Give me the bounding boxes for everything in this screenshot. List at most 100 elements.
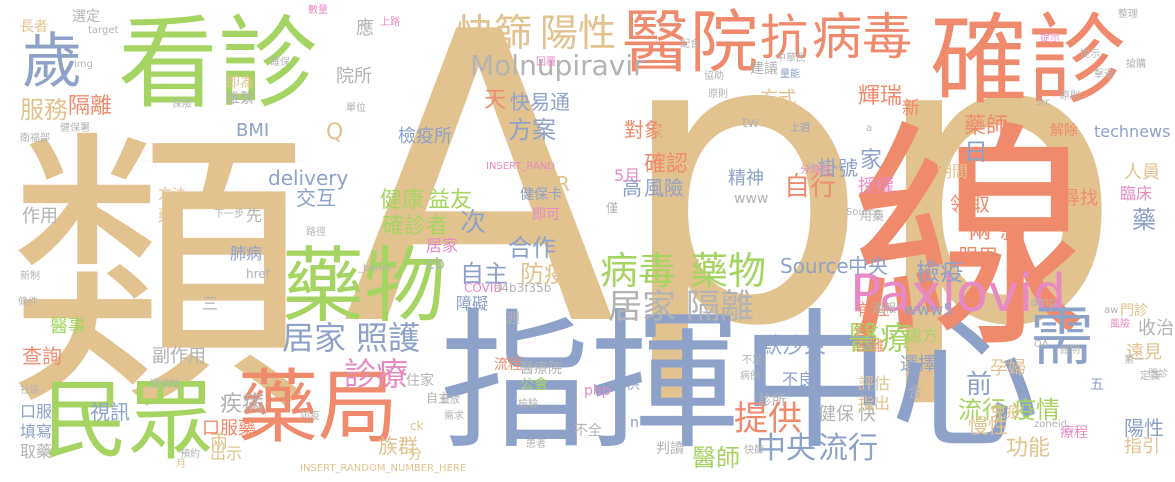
- cloud-word: 檢疫所: [398, 126, 452, 147]
- cloud-word: 病例: [740, 371, 760, 382]
- cloud-word: 指出: [858, 394, 891, 413]
- cloud-word: 單位: [346, 103, 366, 114]
- cloud-word: 流行: [818, 431, 878, 466]
- cloud-word: 疫情: [1012, 396, 1060, 424]
- cloud-word: 中央: [848, 254, 888, 278]
- cloud-word: n: [630, 415, 639, 431]
- cloud-word: 整理: [1118, 9, 1138, 20]
- cloud-word: BMI: [236, 120, 270, 141]
- cloud-word: 第一: [1124, 355, 1144, 366]
- cloud-word: 合: [908, 385, 922, 401]
- cloud-word: 兩: [210, 432, 228, 453]
- cloud-word: 病毒: [812, 8, 912, 66]
- cloud-word: 發放: [440, 395, 460, 406]
- cloud-word: 確認: [644, 152, 689, 177]
- cloud-word: 健保: [818, 404, 854, 425]
- cloud-word: 療程: [1060, 425, 1088, 441]
- cloud-word: 需: [1030, 301, 1094, 375]
- cloud-word: 健康: [380, 188, 425, 213]
- cloud-word: 快篩: [456, 11, 533, 55]
- cloud-word: 藥: [158, 206, 175, 225]
- cloud-word: 風險: [1110, 319, 1130, 330]
- cloud-word: 查詢: [22, 344, 62, 368]
- cloud-word: 快篩: [744, 445, 764, 456]
- cloud-word: 調整: [656, 124, 689, 143]
- cloud-word: 方式: [760, 88, 796, 109]
- cloud-word: 選擇: [900, 354, 936, 375]
- cloud-word: 出示: [210, 444, 243, 463]
- cloud-word: 患者: [526, 439, 546, 450]
- cloud-word: 視訊: [90, 400, 130, 424]
- cloud-word: 照護: [356, 319, 421, 357]
- cloud-word: 領取: [950, 192, 990, 216]
- cloud-word: INSERT_RAND: [486, 161, 555, 172]
- cloud-word: cb: [426, 254, 445, 273]
- cloud-word: 用藥: [860, 209, 885, 223]
- cloud-word: 下一步: [214, 209, 244, 220]
- cloud-word: 檢疫: [916, 258, 964, 286]
- cloud-word: 新制: [20, 271, 40, 282]
- cloud-word: 確診者: [382, 214, 449, 239]
- cloud-word: 確診: [930, 4, 1127, 118]
- cloud-word: 提示: [1080, 49, 1100, 60]
- cloud-word: 歲: [22, 27, 82, 97]
- cloud-word: 住家: [406, 373, 434, 389]
- cloud-word: 中央: [756, 431, 816, 466]
- cloud-word: src: [1036, 97, 1051, 108]
- cloud-word: App: [342, 0, 1124, 414]
- cloud-word: 口服: [20, 402, 53, 421]
- cloud-word: 尋找: [1062, 188, 1098, 209]
- cloud-word: zoneid: [1034, 419, 1067, 430]
- cloud-word: 指揮中心: [440, 296, 1041, 470]
- cloud-word: 送: [854, 323, 868, 339]
- cloud-word: 社區: [20, 385, 40, 396]
- cloud-word: 快: [510, 90, 530, 114]
- cloud-word: 院所: [336, 66, 372, 87]
- cloud-word: 流行: [958, 396, 1006, 424]
- cloud-word: 回覆: [536, 57, 556, 68]
- cloud-word: 醫事: [50, 316, 86, 337]
- cloud-word: href: [246, 267, 270, 281]
- cloud-word: 判讀: [656, 441, 684, 457]
- cloud-word: 對象: [624, 118, 664, 142]
- cloud-word: 服用: [958, 244, 998, 268]
- cloud-word: 慢性: [968, 414, 1008, 438]
- cloud-word: 家: [860, 148, 883, 173]
- cloud-word: 障礙: [456, 294, 489, 313]
- cloud-word: 居家: [608, 287, 676, 327]
- cloud-word: 上週: [790, 123, 810, 134]
- cloud-word: 門診: [1120, 303, 1148, 319]
- cloud-word: 隔離: [686, 287, 754, 327]
- cloud-word: img: [74, 59, 93, 70]
- cloud-word: 週: [506, 311, 520, 327]
- cloud-word: 評估: [858, 374, 891, 393]
- cloud-word: 定義: [1140, 371, 1160, 382]
- cloud-word: 健保卡: [520, 187, 562, 203]
- cloud-word: 功能: [1006, 436, 1051, 461]
- cloud-word: 交互: [296, 186, 336, 210]
- cloud-word: delivery: [268, 166, 349, 190]
- cloud-word: 孕婦: [990, 358, 1026, 379]
- cloud-word: INSERT_RANDOM_NUMBER_HERE: [300, 463, 467, 474]
- cloud-word: 自行: [784, 172, 837, 202]
- cloud-word: 天: [484, 88, 507, 113]
- cloud-word: 取藥: [20, 442, 53, 461]
- cloud-word: 5月: [614, 166, 641, 185]
- cloud-word: 數量: [308, 5, 328, 16]
- cloud-word: 次: [460, 208, 487, 238]
- cloud-word: 自主: [460, 260, 508, 288]
- cloud-word: 人員: [1124, 162, 1160, 183]
- cloud-word: 供: [626, 377, 640, 393]
- cloud-word: 應: [356, 18, 374, 39]
- cloud-word: 益友: [428, 188, 473, 213]
- cloud-word: 不足: [742, 355, 762, 366]
- cloud-word: 困難: [856, 339, 884, 355]
- cloud-word: 掛號: [818, 156, 858, 180]
- cloud-word: 五: [1090, 377, 1104, 393]
- cloud-word: 健保署: [60, 123, 90, 134]
- cloud-word: 不良: [782, 370, 815, 389]
- cloud-word: 前往: [858, 300, 891, 319]
- cloud-word: 類: [8, 103, 308, 452]
- cloud-word: www5: [904, 300, 954, 319]
- cloud-word: 檢驗: [518, 399, 538, 410]
